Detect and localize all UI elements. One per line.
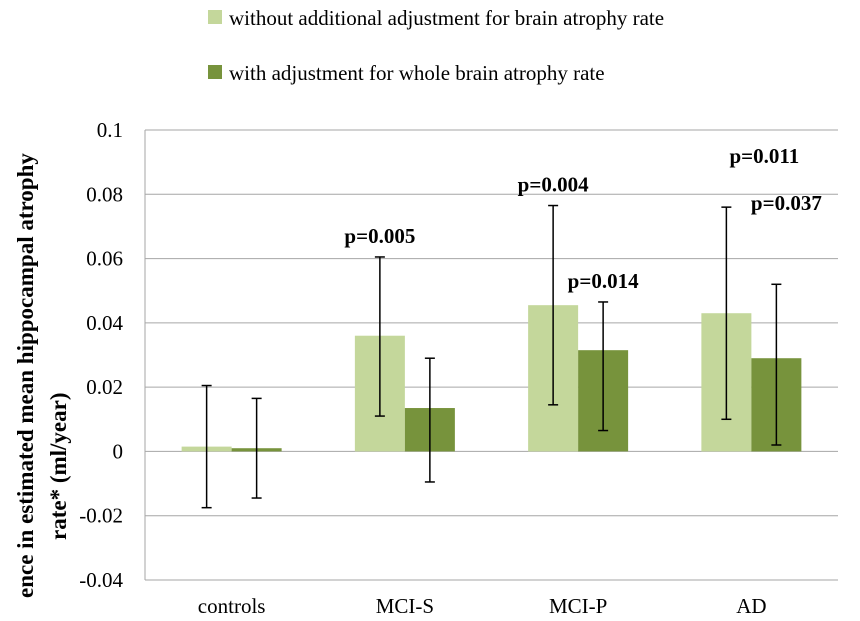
x-tick-label: MCI-S <box>376 594 434 618</box>
x-tick-label: AD <box>736 594 766 618</box>
y-tick-label: 0.08 <box>86 182 123 206</box>
y-tick-label: 0 <box>113 439 124 463</box>
p-value-annotation: p=0.037 <box>751 191 822 215</box>
p-value-annotation: p=0.014 <box>568 269 639 293</box>
legend-label-series-2: with adjustment for whole brain atrophy … <box>229 61 605 85</box>
p-value-annotation: p=0.004 <box>518 173 589 197</box>
p-value-annotations: p=0.005 p=0.004 p=0.014 p=0.011 p=0.037 <box>344 144 821 293</box>
legend-swatch-series-2 <box>208 65 222 79</box>
y-tick-label: 0.02 <box>86 375 123 399</box>
error-bars <box>201 204 782 509</box>
legend: without additional adjustment for brain … <box>208 6 664 85</box>
y-tick-label: 0.1 <box>97 118 123 142</box>
y-tick-label: 0.06 <box>86 247 123 271</box>
p-value-annotation: p=0.011 <box>730 144 800 168</box>
p-value-annotation: p=0.005 <box>344 224 415 248</box>
legend-swatch-series-1 <box>208 10 222 24</box>
x-tick-labels: controls MCI-S MCI-P AD <box>198 594 767 618</box>
bars <box>181 305 802 452</box>
y-tick-label: 0.04 <box>86 311 123 335</box>
y-tick-labels: -0.04 -0.02 0 0.02 0.04 0.06 0.08 0.1 <box>79 118 123 592</box>
legend-label-series-1: without additional adjustment for brain … <box>229 6 664 30</box>
x-tick-label: controls <box>198 594 266 618</box>
y-axis-label-line-2: rate* (ml/year) <box>46 392 71 540</box>
y-tick-label: -0.04 <box>79 568 123 592</box>
y-axis-label-line-1: ence in estimated mean hippocampal atrop… <box>13 153 38 598</box>
y-axis-label: ence in estimated mean hippocampal atrop… <box>13 153 71 598</box>
y-tick-label: -0.02 <box>79 504 123 528</box>
x-tick-label: MCI-P <box>549 594 607 618</box>
